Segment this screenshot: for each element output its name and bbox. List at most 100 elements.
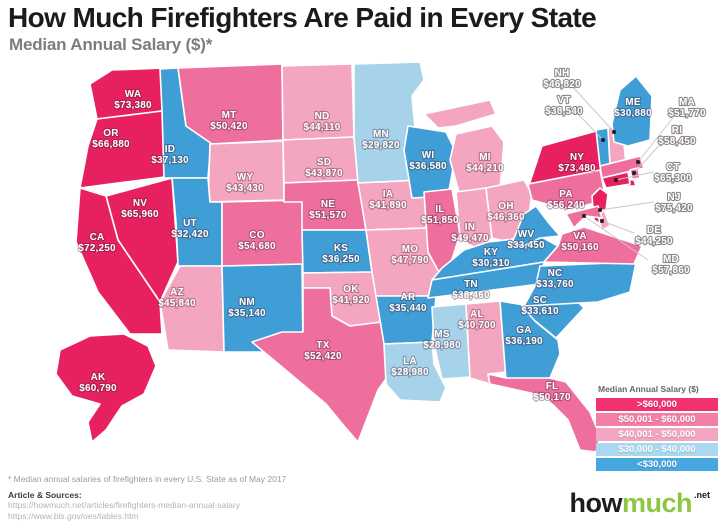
state-label-NH: NH $46,820 — [543, 68, 581, 90]
state-label-NM: NM $35,140 — [228, 297, 266, 319]
footnote: * Median annual salaries of firefighters… — [8, 474, 287, 484]
marker-VT — [601, 138, 605, 142]
state-label-VT: VT $38,540 — [545, 95, 583, 117]
state-label-ME: ME $30,880 — [614, 97, 652, 119]
legend-row: $50,001 - $60,000 — [596, 413, 718, 426]
source-url: https://howmuch.net/articles/firefighter… — [8, 500, 240, 510]
footer: * Median annual salaries of firefighters… — [8, 474, 428, 521]
state-label-LA: LA $28,980 — [391, 356, 429, 378]
legend-row: >$60,000 — [596, 398, 718, 411]
legend-title: Median Annual Salary ($) — [598, 384, 699, 394]
state-label-VA: VA $50,160 — [561, 231, 599, 253]
logo-part-much: much — [621, 488, 693, 518]
callout-leader-lines — [571, 85, 677, 261]
state-label-TX: TX $52,420 — [304, 340, 342, 362]
state-MA — [599, 155, 645, 179]
state-label-CO: CO $54,680 — [238, 230, 276, 252]
leader-MA — [637, 113, 677, 163]
legend-row-label: $30,000 - $40,000 — [618, 444, 696, 455]
state-label-SC: SC $33,610 — [521, 295, 559, 317]
state-LA — [383, 341, 447, 403]
source-url: https://www.bls.gov/oes/tables.htm — [8, 510, 139, 521]
state-label-SD: SD $43,870 — [305, 157, 343, 179]
leader-VT — [575, 111, 604, 141]
state-label-OR: OR $66,880 — [92, 128, 130, 150]
marker-RI — [632, 171, 636, 175]
state-label-AR: AR $35,440 — [389, 292, 427, 314]
logo-part-how: how — [569, 488, 622, 518]
howmuch-logo: howmuch .net — [569, 488, 710, 519]
state-label-MN: MN $29,820 — [362, 129, 400, 151]
state-CA — [75, 187, 163, 335]
state-label-MS: MS $28,980 — [423, 329, 461, 351]
state-label-ND: ND $44,110 — [304, 111, 341, 133]
state-label-OK: OK $41,920 — [332, 284, 370, 306]
state-label-MI: MI $44,210 — [466, 152, 504, 174]
state-FL — [487, 373, 601, 453]
state-MI-up — [423, 99, 497, 129]
marker-NJ — [598, 208, 602, 212]
legend-row: <$30,000 — [596, 458, 718, 471]
state-label-AL: AL $40,700 — [458, 309, 496, 331]
state-MS — [431, 303, 471, 380]
state-label-PA: PA $56,240 — [547, 189, 585, 211]
marker-MA — [636, 160, 640, 164]
marker-CT — [614, 178, 618, 182]
leader-RI — [633, 139, 665, 174]
state-label-WA: WA $73,380 — [114, 89, 152, 111]
state-label-NY: NY $73,480 — [558, 152, 596, 174]
leader-NJ — [599, 201, 655, 211]
state-label-NC: NC $33,760 — [536, 268, 574, 290]
state-label-IN: IN $49,470 — [451, 222, 489, 244]
leader-MD — [583, 215, 649, 261]
state-label-KS: KS $36,250 — [322, 243, 360, 265]
state-WV — [511, 205, 561, 247]
states-layer — [55, 61, 653, 453]
marker-DE — [600, 219, 604, 223]
state-label-NJ: NJ $75,420 — [655, 192, 693, 214]
sources-heading: Article & Sources: — [8, 490, 82, 500]
state-AK — [55, 333, 157, 443]
state-ME — [611, 75, 653, 147]
state-label-DE: DE $44,250 — [635, 225, 673, 247]
state-VA — [543, 226, 643, 265]
marker-NH — [612, 130, 616, 134]
state-label-IA: IA $41,890 — [369, 189, 407, 211]
state-TX — [251, 287, 403, 443]
state-label-FL: FL $50,170 — [533, 381, 571, 403]
state-label-OH: OH $46,360 — [487, 201, 525, 223]
legend-row-label: >$60,000 — [637, 399, 677, 410]
state-label-GA: GA $36,190 — [505, 325, 543, 347]
state-label-RI: RI $58,450 — [658, 125, 696, 147]
state-label-MO: MO $47,790 — [391, 244, 429, 266]
header: How Much Firefighters Are Paid in Every … — [8, 2, 718, 55]
state-label-MD: MD $57,860 — [652, 254, 690, 276]
legend-row: $30,000 - $40,000 — [596, 443, 718, 456]
state-label-KY: KY $30,310 — [472, 247, 510, 269]
legend-row-label: $40,001 - $50,000 — [618, 429, 696, 440]
state-label-ID: ID $37,130 — [151, 144, 189, 166]
legend-row-label: <$30,000 — [637, 459, 677, 470]
state-label-WV: WV $33,450 — [507, 229, 545, 251]
leader-NH — [571, 85, 615, 133]
state-label-TN: TN $38,460 — [452, 279, 490, 301]
state-label-UT: UT $32,420 — [171, 218, 209, 240]
state-label-MT: MT $50,420 — [210, 110, 248, 132]
state-NC — [523, 261, 637, 307]
state-label-AK: AK $60,790 — [79, 372, 117, 394]
leader-CT — [615, 171, 655, 181]
state-label-AZ: AZ $45,840 — [158, 287, 196, 309]
legend: Median Annual Salary ($) >$60,000 $50,00… — [596, 384, 718, 473]
state-label-CA: CA $72,250 — [78, 232, 116, 254]
state-label-WY: WY $43,430 — [226, 172, 264, 194]
leader-DE — [601, 220, 635, 234]
state-label-NV: NV $65,960 — [121, 198, 159, 220]
legend-row-label: $50,001 - $60,000 — [618, 414, 696, 425]
state-label-IL: IL $51,850 — [421, 204, 459, 226]
state-label-MA: MA $51,770 — [668, 97, 706, 119]
state-label-WI: WI $36,580 — [409, 150, 447, 172]
logo-suffix: .net — [693, 490, 710, 500]
state-label-NE: NE $51,570 — [309, 199, 347, 221]
